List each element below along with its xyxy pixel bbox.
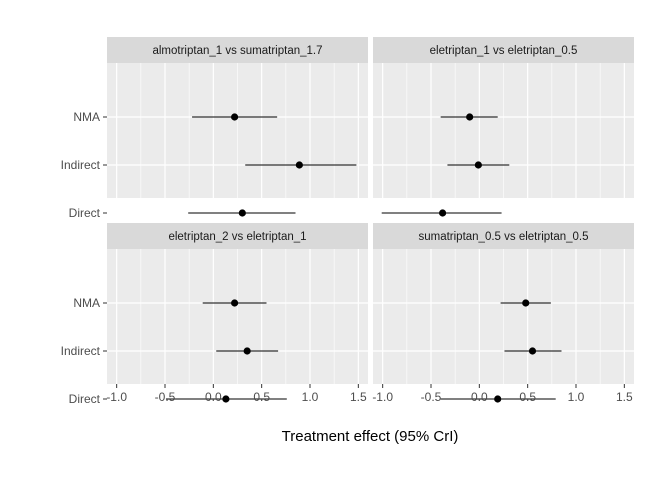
panel-1: almotriptan_1 vs sumatriptan_1.7 [107, 37, 368, 217]
panel-strip [373, 223, 634, 249]
estimate-direct [188, 209, 296, 217]
panel-title: eletriptan_1 vs eletriptan_0.5 [430, 45, 578, 57]
estimate-direct [440, 395, 556, 403]
y-tick-label-direct: Direct [69, 392, 101, 406]
x-tick-label: -0.5 [421, 390, 442, 404]
x-tick-label: 0.0 [471, 390, 488, 404]
panel-4: sumatriptan_0.5 vs eletriptan_0.5 [373, 223, 634, 403]
panel-strip [373, 37, 634, 63]
point-estimate-indirect [528, 347, 537, 355]
point-estimate-direct [439, 209, 447, 217]
panel-3: eletriptan_2 vs eletriptan_1 [107, 223, 368, 403]
x-tick-label: 0.0 [205, 390, 222, 404]
panel-2: eletriptan_1 vs eletriptan_0.5 [373, 37, 634, 217]
point-estimate-direct [238, 209, 246, 217]
estimate-indirect [447, 161, 510, 169]
point-estimate-indirect [243, 347, 251, 355]
estimate-nma [202, 299, 267, 307]
x-axis: -1.0 -0.5 0.0 0.5 1.0 1.5 -1.0 -0.5 0.0 0.5 1.0 1.5 [106, 384, 633, 404]
panel-title: eletriptan_2 vs eletriptan_1 [168, 231, 306, 243]
panel-strip [107, 37, 368, 63]
x-tick-label: -1.0 [372, 390, 393, 404]
point-estimate-direct [494, 395, 502, 403]
y-tick-label-indirect: Indirect [61, 344, 101, 358]
panel-title: almotriptan_1 vs sumatriptan_1.7 [152, 45, 322, 57]
x-tick-label: 0.5 [253, 390, 270, 404]
panels-layer: almotriptan_1 vs sumatriptan_1.7 eletript… [107, 37, 634, 403]
point-estimate-nma [231, 113, 239, 121]
x-tick-label: 1.5 [616, 390, 633, 404]
x-tick-label: 1.5 [350, 390, 367, 404]
panel-title: sumatriptan_0.5 vs eletriptan_0.5 [418, 231, 588, 243]
x-tick-label: -0.5 [155, 390, 176, 404]
estimate-direct [165, 395, 287, 403]
point-estimate-direct [222, 395, 230, 403]
y-tick-label-indirect: Indirect [61, 158, 101, 172]
y-tick-label-nma: NMA [73, 110, 100, 124]
estimate-indirect [216, 347, 279, 355]
estimate-nma [192, 113, 278, 121]
estimate-indirect [245, 161, 357, 169]
point-estimate-indirect [474, 161, 482, 169]
y-axis: NMA Indirect Direct NMA Indirect Direct [61, 110, 107, 406]
y-tick-label-direct: Direct [69, 206, 101, 220]
panel-strip [107, 223, 368, 249]
y-tick-label-nma: NMA [73, 296, 100, 310]
point-estimate-nma [466, 113, 474, 121]
x-tick-label: -1.0 [106, 390, 127, 404]
estimate-indirect [504, 347, 562, 355]
estimate-nma [500, 299, 551, 307]
x-tick-label: 1.0 [568, 390, 585, 404]
x-tick-label: 1.0 [302, 390, 319, 404]
point-estimate-nma [231, 299, 239, 307]
x-tick-label: 0.5 [519, 390, 536, 404]
point-estimate-nma [522, 299, 530, 307]
estimate-direct [381, 209, 502, 217]
point-estimate-indirect [295, 161, 303, 169]
estimate-nma [440, 113, 498, 121]
x-axis-title: Treatment effect (95% CrI) [282, 428, 459, 445]
